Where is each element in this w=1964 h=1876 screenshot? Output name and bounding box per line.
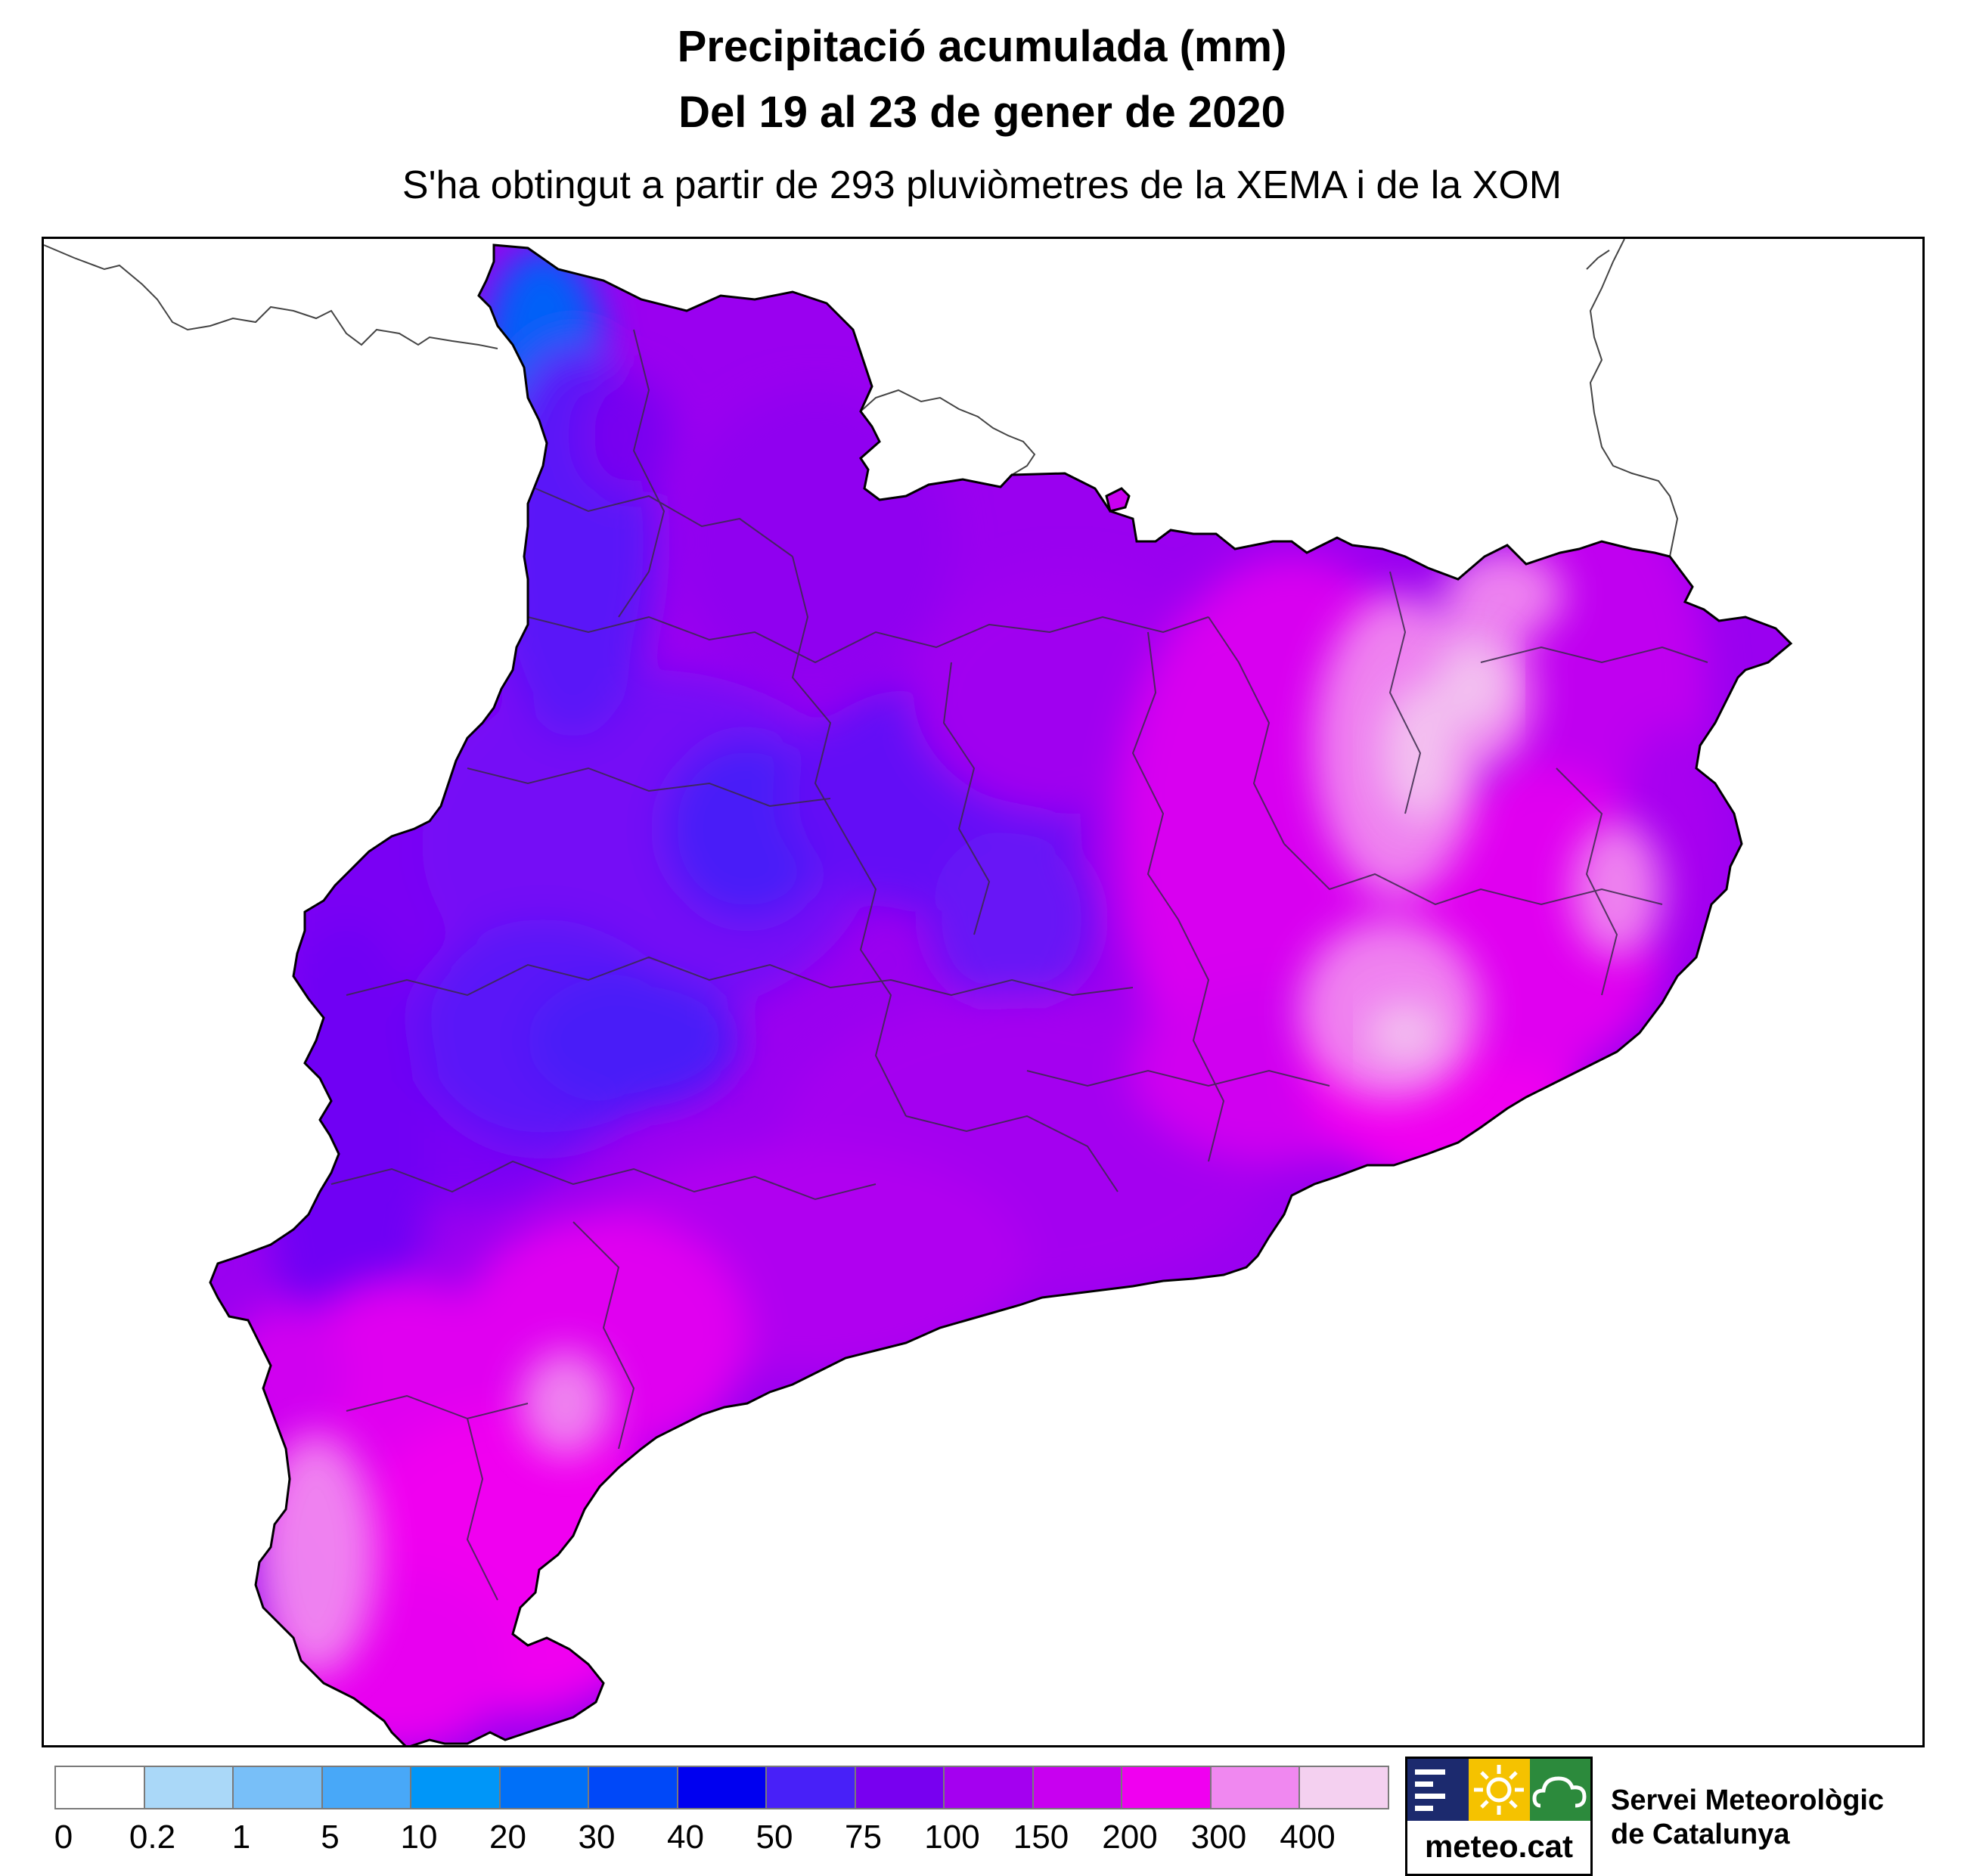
legend-tick-label: 5 xyxy=(321,1819,340,1856)
meteocat-logo: meteo.cat xyxy=(1405,1757,1593,1876)
legend-tick-label: 300 xyxy=(1190,1819,1247,1856)
legend-swatch xyxy=(1209,1766,1300,1809)
org-name-line1: Servei Meteorològic xyxy=(1611,1785,1885,1816)
legend-tick-label: 1 xyxy=(231,1819,251,1856)
map-date-range: Del 19 al 23 de gener de 2020 xyxy=(678,88,1286,137)
legend-tick-label: 200 xyxy=(1102,1819,1158,1856)
color-legend xyxy=(54,1766,1389,1811)
catalonia-precipitation-svg xyxy=(44,239,1792,1745)
legend-swatch xyxy=(676,1766,767,1809)
legend-swatch xyxy=(1032,1766,1122,1809)
legend-swatch xyxy=(143,1766,234,1809)
cloud-icon xyxy=(1530,1759,1590,1821)
precipitation-field xyxy=(210,245,1791,1745)
precipitation-map xyxy=(42,237,1925,1747)
neighbour-borders xyxy=(44,239,1679,557)
legend-swatch xyxy=(410,1766,501,1809)
org-name-line2: de Catalunya xyxy=(1611,1819,1790,1850)
legend-swatch xyxy=(765,1766,856,1809)
legend-tick-label: 40 xyxy=(667,1819,704,1856)
llivia-enclave xyxy=(1105,487,1131,513)
legend-swatch xyxy=(1298,1766,1389,1809)
legend-swatch xyxy=(943,1766,1034,1809)
legend-swatch xyxy=(498,1766,589,1809)
legend-tick-label: 10 xyxy=(400,1819,438,1856)
legend-swatch xyxy=(232,1766,323,1809)
map-subtitle: S'ha obtingut a partir de 293 pluviòmetr… xyxy=(402,163,1562,207)
lines-icon xyxy=(1407,1759,1469,1821)
comarca-boundaries xyxy=(330,329,1708,1601)
legend-swatch xyxy=(854,1766,945,1809)
legend-tick-label: 0 xyxy=(54,1819,73,1856)
legend-tick-label: 20 xyxy=(489,1819,526,1856)
legend-swatch xyxy=(1121,1766,1212,1809)
legend-swatch xyxy=(54,1766,145,1809)
logo-text: meteo.cat xyxy=(1424,1828,1574,1864)
legend-tick-label: 50 xyxy=(756,1819,793,1856)
legend-swatch xyxy=(588,1766,678,1809)
legend-tick-label: 100 xyxy=(924,1819,980,1856)
legend-swatch xyxy=(321,1766,411,1809)
legend-tick-label: 150 xyxy=(1013,1819,1069,1856)
sun-icon xyxy=(1469,1759,1530,1821)
map-title: Precipitació acumulada (mm) xyxy=(677,22,1287,71)
legend-tick-label: 0.2 xyxy=(129,1819,176,1856)
legend-tick-label: 30 xyxy=(578,1819,616,1856)
legend-tick-label: 400 xyxy=(1280,1819,1336,1856)
legend-tick-label: 75 xyxy=(845,1819,882,1856)
